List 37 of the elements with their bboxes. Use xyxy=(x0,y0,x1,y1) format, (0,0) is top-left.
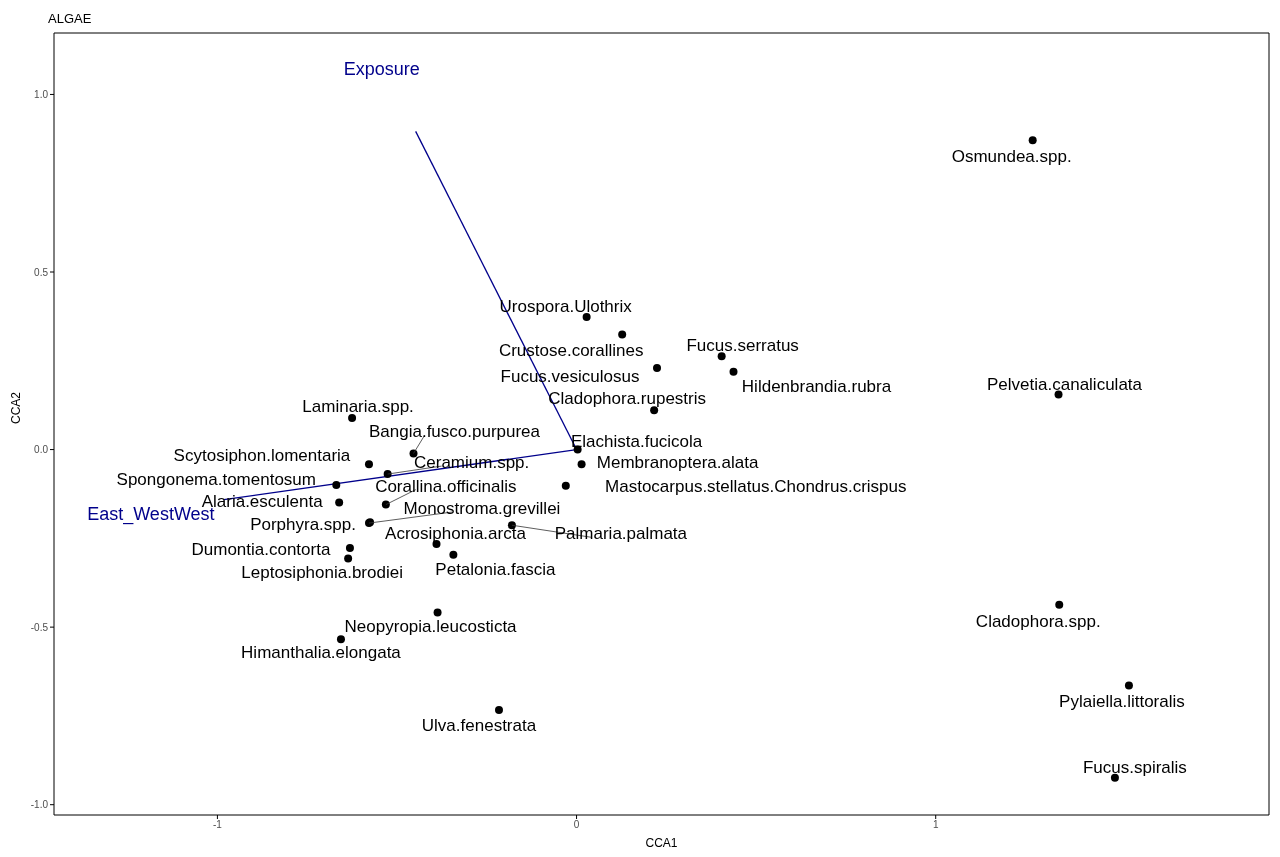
annotation: Acrosiphonia.arcta xyxy=(385,524,527,544)
annotation: Monostroma.grevillei xyxy=(403,499,561,519)
chart-title: ALGAE xyxy=(47,10,93,28)
y-tick-label: -1.0 xyxy=(30,799,49,811)
annotation: Osmundea.spp. xyxy=(951,147,1072,167)
annotation: Himanthalia.elongata xyxy=(241,643,402,663)
annotation: Spongonema.tomentosum xyxy=(116,470,316,490)
text: Exposure xyxy=(343,59,420,80)
annotation: Fucus.spiralis xyxy=(1082,757,1187,777)
annotation: Scytosiphon.lomentaria xyxy=(173,446,351,466)
x-tick-label: 1 xyxy=(932,819,939,831)
x-tick-label: 0 xyxy=(573,819,580,831)
y-tick-label: 0.0 xyxy=(34,444,49,456)
annotation: Ulva.fenestrata xyxy=(421,715,537,735)
x-axis-title: CCA1 xyxy=(645,836,678,850)
annotation: Porphyra.spp. xyxy=(250,515,356,535)
annotation: Neopyropia.leucosticta xyxy=(344,616,518,636)
annotation: Cladophora.spp. xyxy=(975,611,1101,631)
annotation: Bangia.fusco.purpurea xyxy=(368,422,541,442)
annotation: Membranoptera.alata xyxy=(596,453,759,473)
annotation: Laminaria.spp. xyxy=(302,396,414,416)
annotation: Mastocarpus.stellatus.Chondrus.crispus xyxy=(605,476,907,496)
annotation: Leptosiphonia.brodiei xyxy=(241,562,403,582)
annotation: Corallina.officinalis xyxy=(375,476,517,496)
annotation: Fucus.serratus xyxy=(686,336,799,356)
annotation: Hildenbrandia.rubra xyxy=(741,376,892,396)
annotation: Elachista.fucicola xyxy=(570,431,703,451)
annotation: Dumontia.contorta xyxy=(191,539,331,559)
x-tick-label: -1 xyxy=(212,819,223,831)
y-tick-label: -0.5 xyxy=(30,621,49,633)
y-tick-label: 1.0 xyxy=(34,88,49,100)
annotation: Pylaiella.littoralis xyxy=(1059,692,1185,712)
annotation: Petalonia.fascia xyxy=(435,559,556,579)
annotation: Palmaria.palmata xyxy=(554,524,688,544)
y-tick-label: 0.5 xyxy=(34,266,49,278)
y-axis-title: CCA2 xyxy=(9,391,24,424)
annotation: Pelvetia.canaliculata xyxy=(987,374,1143,394)
